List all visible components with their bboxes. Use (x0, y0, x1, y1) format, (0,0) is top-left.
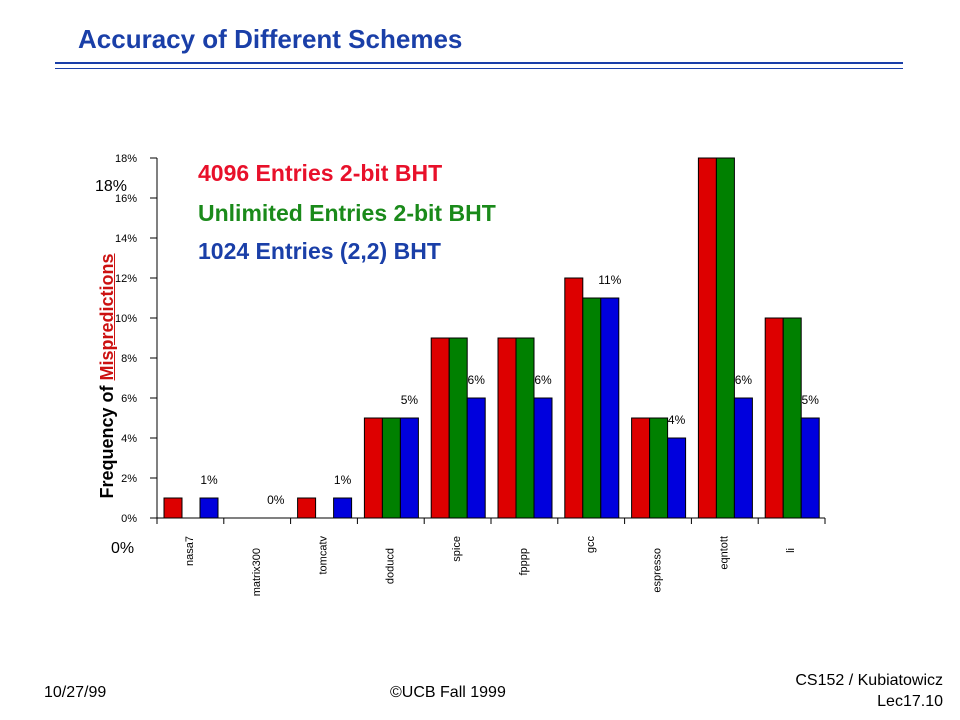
bar-nasa7-series-1 (163, 497, 183, 519)
bar-espresso-series-1 (631, 417, 651, 519)
x-tick-label-matrix300: matrix300 (251, 548, 263, 596)
y-tick-label: 8% (121, 353, 137, 365)
bar-li-series-2 (782, 317, 802, 519)
footer-course: CS152 / Kubiatowicz (795, 672, 943, 689)
x-tick-label-eqntott: eqntott (718, 536, 730, 570)
bar-eqntott-series-3 (733, 397, 753, 519)
bar-doducd-series-2 (381, 417, 401, 519)
bar-gcc-series-2 (582, 297, 602, 519)
data-label-eqntott: 6% (735, 373, 753, 387)
bar-espresso-series-3 (667, 437, 687, 519)
legend-entry-3: 1024 Entries (2,2) BHT (198, 238, 441, 264)
y-tick-label: 14% (115, 233, 137, 245)
x-tick-label-tomcatv: tomcatv (318, 536, 330, 575)
x-tick-label-spice: spice (451, 536, 463, 562)
data-label-espresso: 4% (668, 413, 686, 427)
bar-espresso-series-2 (649, 417, 669, 519)
legend-entry-2: Unlimited Entries 2-bit BHT (198, 200, 496, 226)
y-tick-label: 4% (121, 433, 137, 445)
x-tick-label-espresso: espresso (652, 548, 664, 593)
footer-date: 10/27/99 (44, 684, 107, 701)
bar-fpppp-series-1 (497, 337, 517, 519)
bar-nasa7-series-3 (199, 497, 219, 519)
bar-tomcatv-series-3 (333, 497, 353, 519)
bar-gcc-series-1 (564, 277, 584, 519)
x-tick-label-gcc: gcc (585, 536, 597, 554)
y-tick-label: 0% (121, 513, 137, 525)
data-label-doducd: 5% (401, 393, 419, 407)
data-label-spice: 6% (468, 373, 486, 387)
x-tick-label-li: li (785, 548, 797, 553)
outer-y-tick-bottom: 0% (111, 540, 135, 557)
bar-spice-series-1 (430, 337, 450, 519)
data-label-tomcatv: 1% (334, 473, 352, 487)
footer-course-info: CS152 / Kubiatowicz Lec17.10 (795, 670, 943, 712)
bar-fpppp-series-2 (515, 337, 535, 519)
bar-li-series-3 (800, 417, 820, 519)
bar-spice-series-2 (448, 337, 468, 519)
y-tick-label: 12% (115, 273, 137, 285)
y-tick-label: 10% (115, 313, 137, 325)
bar-gcc-series-3 (600, 297, 620, 519)
outer-y-tick-top: 18% (95, 178, 128, 195)
bar-li-series-1 (764, 317, 784, 519)
x-tick-label-doducd: doducd (384, 548, 396, 584)
data-label-fpppp: 6% (534, 373, 552, 387)
y-tick-label: 6% (121, 393, 137, 405)
x-tick-label-fpppp: fpppp (518, 548, 530, 576)
data-label-matrix300: 0% (267, 493, 285, 507)
title-underline (55, 62, 903, 69)
y-tick-label: 2% (121, 473, 137, 485)
bar-doducd-series-3 (399, 417, 419, 519)
footer-lecture: Lec17.10 (877, 693, 943, 710)
y-tick-label: 16% (115, 193, 137, 205)
bar-eqntott-series-2 (715, 157, 735, 519)
x-tick-label-nasa7: nasa7 (184, 536, 196, 566)
bar-eqntott-series-1 (697, 157, 717, 519)
data-label-nasa7: 1% (200, 473, 218, 487)
data-label-gcc: 11% (598, 273, 621, 287)
bar-tomcatv-series-1 (297, 497, 317, 519)
y-tick-label: 18% (115, 153, 137, 165)
footer-copyright: ©UCB Fall 1999 (390, 684, 506, 701)
bar-doducd-series-1 (363, 417, 383, 519)
slide-title: Accuracy of Different Schemes (78, 24, 463, 54)
bar-spice-series-3 (466, 397, 486, 519)
legend-entry-1: 4096 Entries 2-bit BHT (198, 160, 443, 186)
data-label-li: 5% (802, 393, 820, 407)
bar-fpppp-series-3 (533, 397, 553, 519)
